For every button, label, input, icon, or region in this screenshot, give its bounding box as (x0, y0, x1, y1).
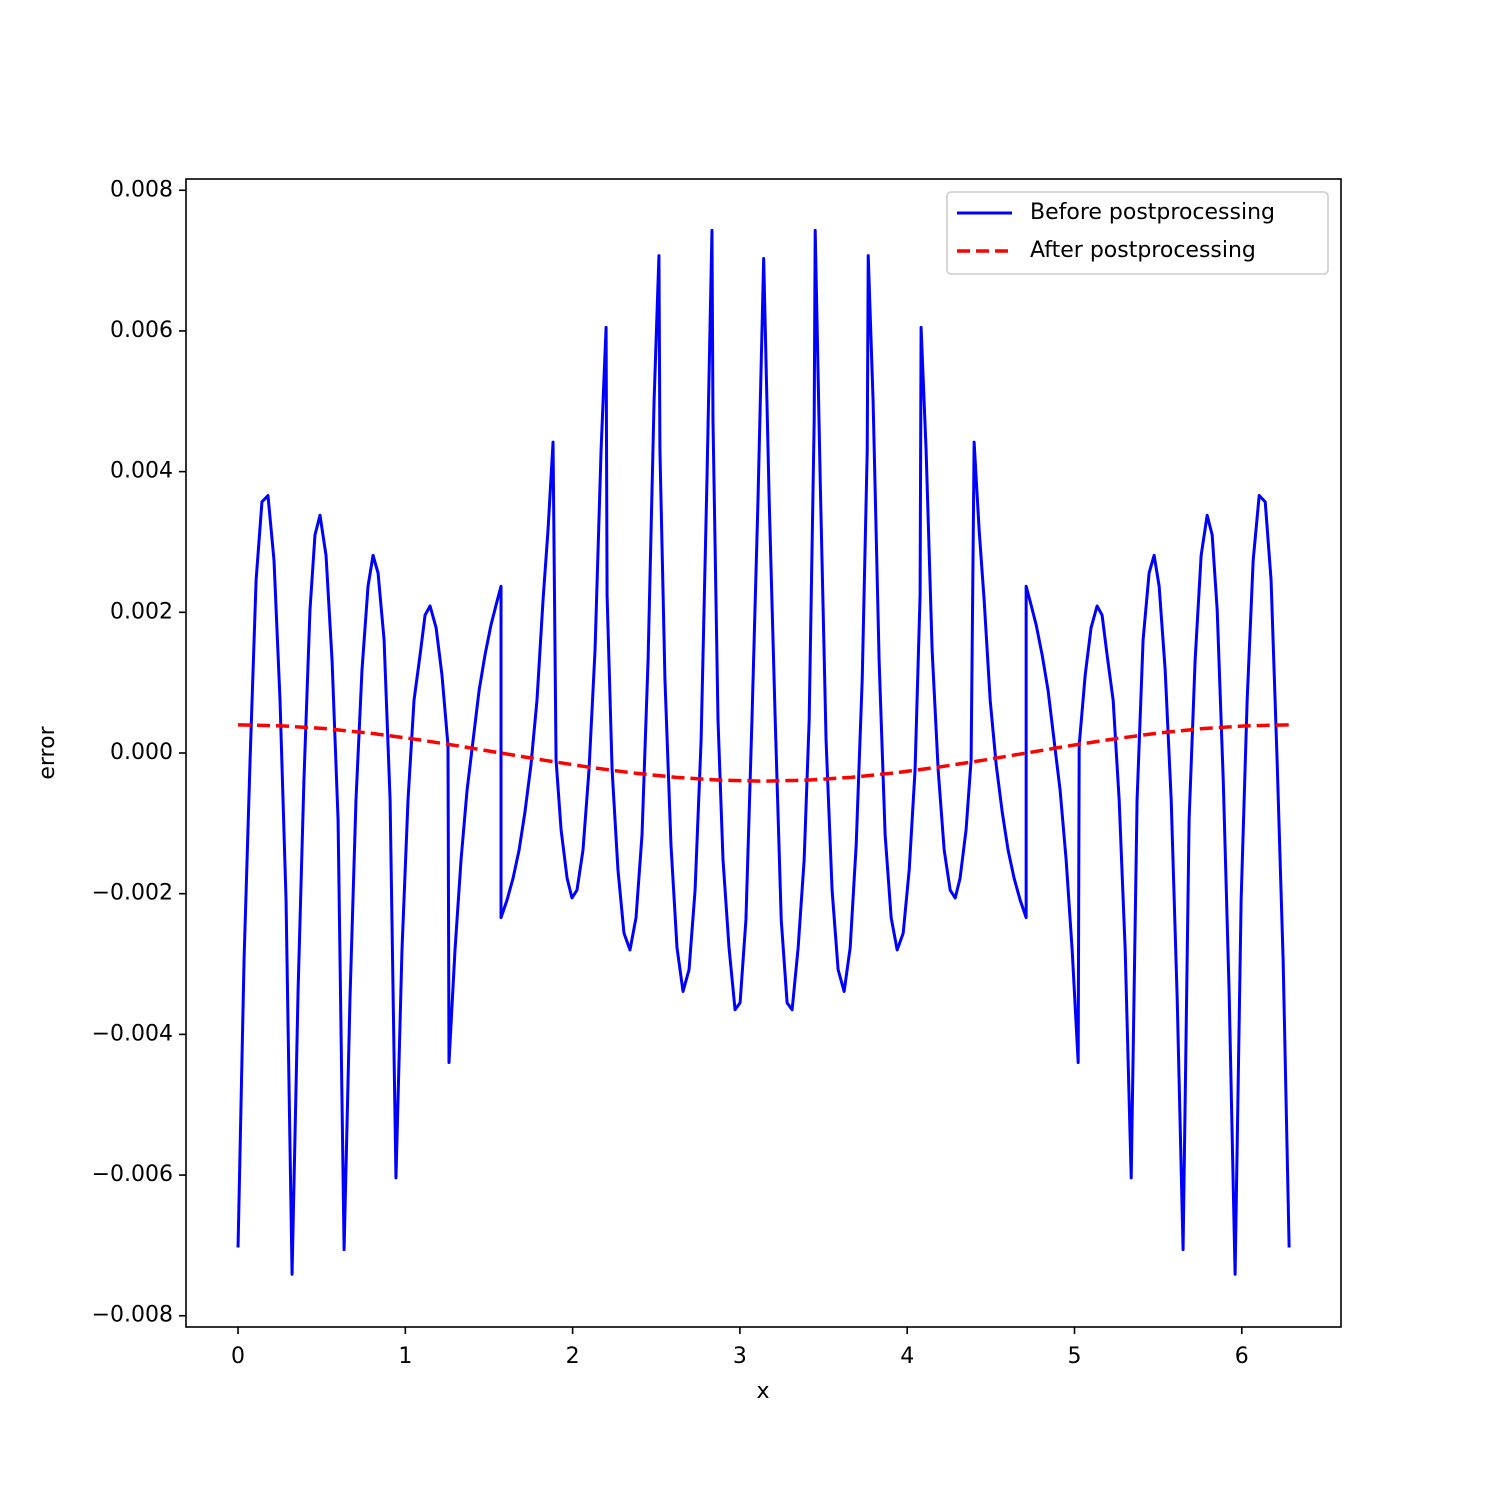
y-tick-label: 0.008 (110, 177, 173, 202)
x-tick-label: 6 (1235, 1344, 1249, 1369)
y-tick-label: −0.002 (92, 881, 173, 906)
x-tick-label: 2 (566, 1344, 580, 1369)
legend-label: Before postprocessing (1030, 200, 1275, 225)
y-tick-label: −0.008 (92, 1303, 173, 1328)
x-tick-label: 5 (1068, 1344, 1082, 1369)
y-axis-label: error (35, 725, 60, 779)
x-tick-label: 1 (398, 1344, 412, 1369)
x-tick-label: 0 (231, 1344, 245, 1369)
x-axis-label: x (756, 1379, 769, 1404)
plot-frame (185, 178, 1342, 1328)
y-tick-label: 0.006 (110, 318, 173, 343)
y-tick-label: 0.004 (110, 459, 173, 484)
x-tick-label: 4 (900, 1344, 914, 1369)
y-tick-label: −0.006 (92, 1162, 173, 1187)
y-tick-label: 0.000 (110, 740, 173, 765)
data-line (237, 723, 1290, 783)
legend-box (946, 191, 1329, 275)
legend-label: After postprocessing (1030, 238, 1256, 263)
y-tick-label: −0.004 (92, 1021, 173, 1046)
x-tick-label: 3 (733, 1344, 747, 1369)
y-tick-label: 0.002 (110, 599, 173, 624)
data-line (236, 228, 1291, 1276)
